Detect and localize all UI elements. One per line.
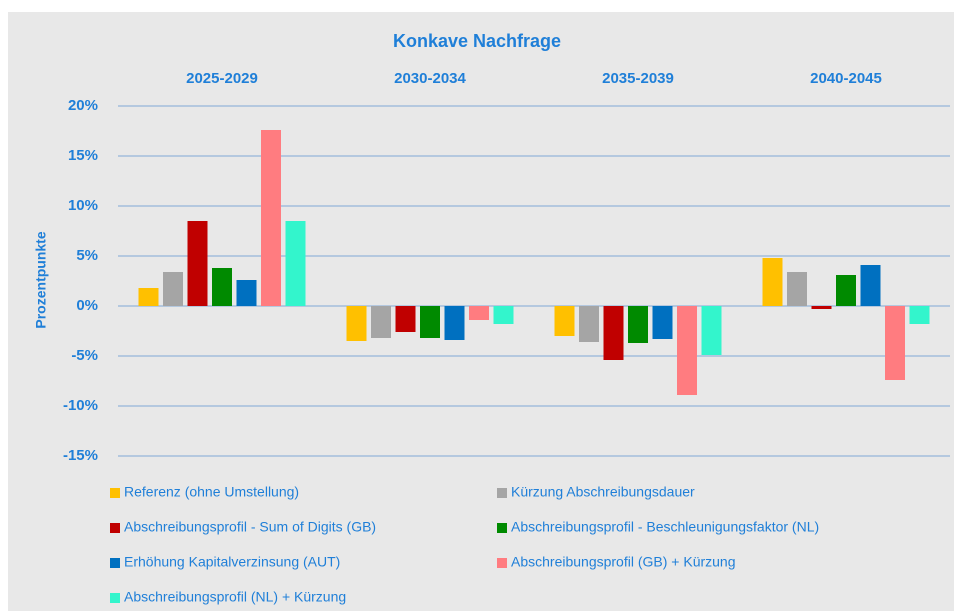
legend-label: Abschreibungsprofil (NL) + Kürzung <box>124 589 346 605</box>
bar <box>836 275 856 306</box>
legend-swatch <box>110 488 120 498</box>
bar <box>285 221 306 306</box>
bar <box>444 306 465 340</box>
legend-swatch <box>110 523 120 533</box>
bar <box>187 221 208 306</box>
bar <box>787 272 807 306</box>
legend-label: Referenz (ohne Umstellung) <box>124 484 299 500</box>
bar <box>236 280 257 306</box>
bar <box>579 306 599 342</box>
legend-swatch <box>497 558 507 568</box>
bar <box>395 306 416 332</box>
bar <box>652 306 673 339</box>
bar <box>346 306 367 341</box>
y-tick-label: 10% <box>68 197 98 214</box>
bar <box>138 288 159 306</box>
bar <box>811 306 832 309</box>
legend-label: Abschreibungsprofil - Beschleunigungsfak… <box>511 519 819 535</box>
bar <box>163 272 183 306</box>
chart-title: Konkave Nachfrage <box>393 31 561 51</box>
bar <box>701 306 722 355</box>
bar <box>860 265 881 306</box>
x-tick-label: 2040-2045 <box>810 70 882 87</box>
bar <box>493 306 514 324</box>
y-tick-label: -5% <box>71 347 98 364</box>
bar <box>885 306 905 380</box>
bar <box>420 306 440 338</box>
bar <box>554 306 575 336</box>
bar <box>469 306 489 320</box>
x-tick-label: 2025-2029 <box>186 70 258 87</box>
bar <box>677 306 697 395</box>
legend-swatch <box>110 593 120 603</box>
legend-label: Abschreibungsprofil - Sum of Digits (GB) <box>124 519 376 535</box>
bar <box>762 258 783 306</box>
legend-swatch <box>497 523 507 533</box>
y-tick-label: 20% <box>68 97 98 114</box>
y-tick-label: 5% <box>76 247 98 264</box>
legend-label: Erhöhung Kapitalverzinsung (AUT) <box>124 554 340 570</box>
bar <box>909 306 930 324</box>
y-tick-label: 15% <box>68 147 98 164</box>
bar <box>371 306 391 338</box>
legend-swatch <box>497 488 507 498</box>
y-axis-label: Prozentpunkte <box>33 231 49 328</box>
bar <box>603 306 624 360</box>
bar <box>628 306 648 343</box>
y-tick-label: -10% <box>63 397 98 414</box>
bar <box>261 130 281 306</box>
y-tick-label: 0% <box>76 297 98 314</box>
x-tick-label: 2035-2039 <box>602 70 674 87</box>
bar <box>212 268 232 306</box>
y-tick-label: -15% <box>63 447 98 464</box>
legend-swatch <box>110 558 120 568</box>
legend-label: Abschreibungsprofil (GB) + Kürzung <box>511 554 736 570</box>
x-tick-label: 2030-2034 <box>394 70 466 87</box>
legend-label: Kürzung Abschreibungsdauer <box>511 484 695 500</box>
